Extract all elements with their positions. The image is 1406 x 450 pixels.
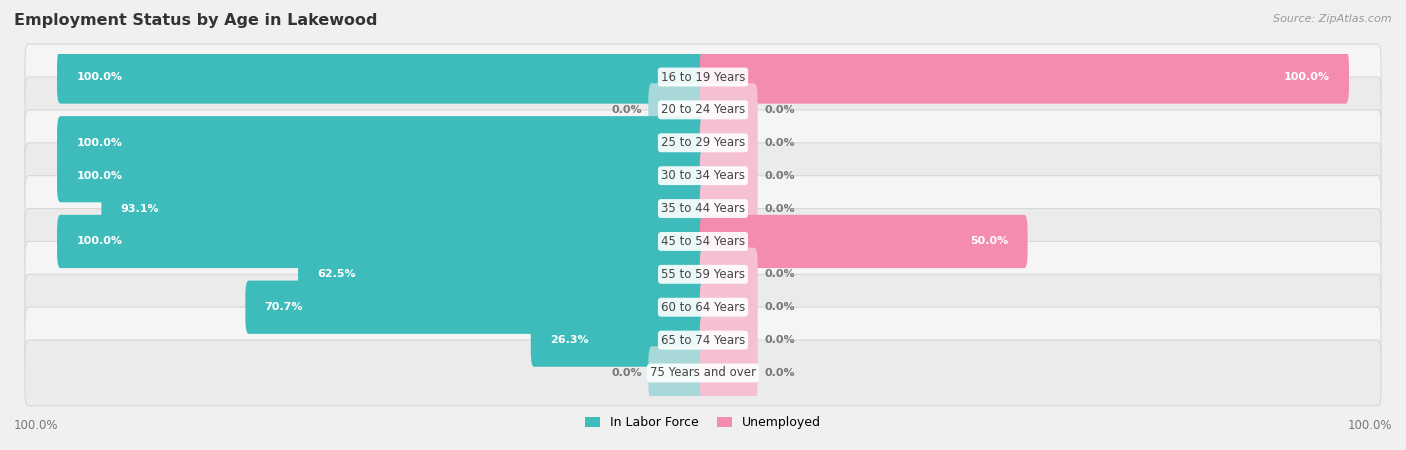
FancyBboxPatch shape <box>25 77 1381 143</box>
FancyBboxPatch shape <box>25 274 1381 340</box>
FancyBboxPatch shape <box>700 248 758 301</box>
Text: 0.0%: 0.0% <box>763 171 794 180</box>
Text: 100.0%: 100.0% <box>14 419 59 432</box>
FancyBboxPatch shape <box>700 182 758 235</box>
Text: 0.0%: 0.0% <box>763 368 794 378</box>
Text: 45 to 54 Years: 45 to 54 Years <box>661 235 745 248</box>
Text: 100.0%: 100.0% <box>1347 419 1392 432</box>
FancyBboxPatch shape <box>25 44 1381 110</box>
Text: Employment Status by Age in Lakewood: Employment Status by Age in Lakewood <box>14 14 378 28</box>
FancyBboxPatch shape <box>700 116 758 169</box>
Text: 55 to 59 Years: 55 to 59 Years <box>661 268 745 281</box>
Legend: In Labor Force, Unemployed: In Labor Force, Unemployed <box>579 411 827 434</box>
Text: 100.0%: 100.0% <box>1284 72 1330 82</box>
FancyBboxPatch shape <box>58 116 706 169</box>
Text: 0.0%: 0.0% <box>763 302 794 312</box>
Text: 0.0%: 0.0% <box>763 138 794 148</box>
Text: 100.0%: 100.0% <box>76 72 122 82</box>
FancyBboxPatch shape <box>648 83 706 136</box>
Text: 100.0%: 100.0% <box>76 171 122 180</box>
FancyBboxPatch shape <box>700 149 758 202</box>
Text: 0.0%: 0.0% <box>763 105 794 115</box>
FancyBboxPatch shape <box>25 307 1381 373</box>
Text: 0.0%: 0.0% <box>612 105 643 115</box>
FancyBboxPatch shape <box>246 281 706 334</box>
FancyBboxPatch shape <box>700 83 758 136</box>
FancyBboxPatch shape <box>700 346 758 400</box>
Text: Source: ZipAtlas.com: Source: ZipAtlas.com <box>1274 14 1392 23</box>
Text: 70.7%: 70.7% <box>264 302 304 312</box>
Text: 50.0%: 50.0% <box>970 236 1008 247</box>
Text: 0.0%: 0.0% <box>763 335 794 345</box>
Text: 62.5%: 62.5% <box>318 270 356 279</box>
FancyBboxPatch shape <box>101 182 706 235</box>
FancyBboxPatch shape <box>700 215 1028 268</box>
FancyBboxPatch shape <box>700 314 758 367</box>
FancyBboxPatch shape <box>25 340 1381 406</box>
Text: 16 to 19 Years: 16 to 19 Years <box>661 71 745 84</box>
FancyBboxPatch shape <box>700 50 1348 104</box>
FancyBboxPatch shape <box>25 176 1381 242</box>
Text: 65 to 74 Years: 65 to 74 Years <box>661 333 745 346</box>
Text: 30 to 34 Years: 30 to 34 Years <box>661 169 745 182</box>
Text: 25 to 29 Years: 25 to 29 Years <box>661 136 745 149</box>
Text: 100.0%: 100.0% <box>76 138 122 148</box>
FancyBboxPatch shape <box>25 110 1381 176</box>
FancyBboxPatch shape <box>58 149 706 202</box>
Text: 35 to 44 Years: 35 to 44 Years <box>661 202 745 215</box>
FancyBboxPatch shape <box>25 208 1381 274</box>
FancyBboxPatch shape <box>530 314 706 367</box>
Text: 0.0%: 0.0% <box>763 203 794 214</box>
Text: 20 to 24 Years: 20 to 24 Years <box>661 104 745 117</box>
FancyBboxPatch shape <box>58 215 706 268</box>
FancyBboxPatch shape <box>25 242 1381 307</box>
Text: 26.3%: 26.3% <box>550 335 589 345</box>
FancyBboxPatch shape <box>298 248 706 301</box>
FancyBboxPatch shape <box>25 143 1381 208</box>
FancyBboxPatch shape <box>58 50 706 104</box>
FancyBboxPatch shape <box>648 346 706 400</box>
Text: 100.0%: 100.0% <box>76 236 122 247</box>
Text: 0.0%: 0.0% <box>763 270 794 279</box>
Text: 75 Years and over: 75 Years and over <box>650 366 756 379</box>
FancyBboxPatch shape <box>700 281 758 334</box>
Text: 93.1%: 93.1% <box>121 203 159 214</box>
Text: 60 to 64 Years: 60 to 64 Years <box>661 301 745 314</box>
Text: 0.0%: 0.0% <box>612 368 643 378</box>
